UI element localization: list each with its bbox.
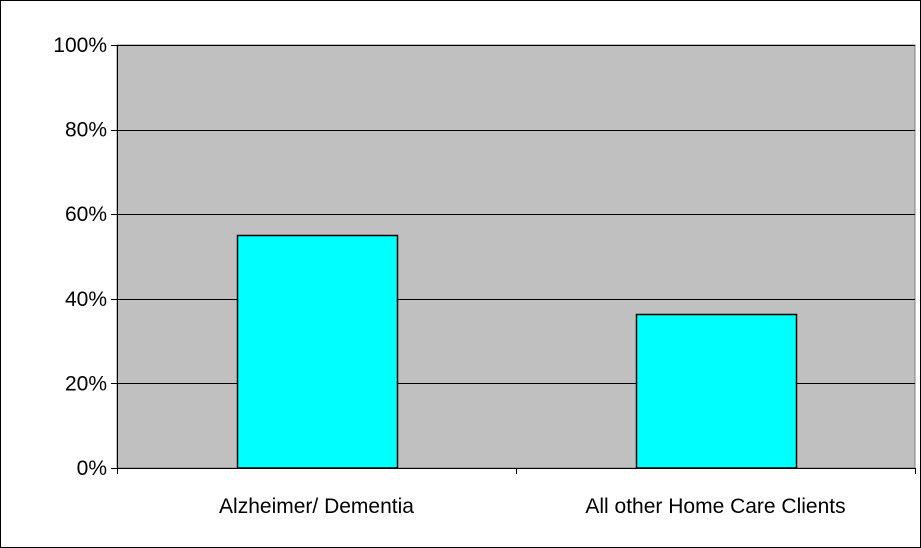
- axes: [111, 45, 916, 474]
- bar-0: [236, 234, 399, 469]
- y-tick-label-2: 40%: [65, 288, 107, 311]
- x-category-label-0: Alzheimer/ Dementia: [219, 495, 414, 518]
- labels: 0% 20% 40% 60% 80% 100% Alzheimer/ Dementia All…: [53, 34, 845, 518]
- x-category-label-1: All other Home Care Clients: [585, 495, 845, 518]
- y-tick-label-4: 80%: [65, 119, 107, 142]
- y-tick-label-3: 60%: [65, 203, 107, 226]
- bar-1: [635, 313, 798, 469]
- y-tick-label-5: 100%: [53, 34, 107, 57]
- y-tick-label-1: 20%: [65, 372, 107, 395]
- bars: [236, 234, 798, 469]
- y-tick-label-0: 0%: [77, 457, 107, 480]
